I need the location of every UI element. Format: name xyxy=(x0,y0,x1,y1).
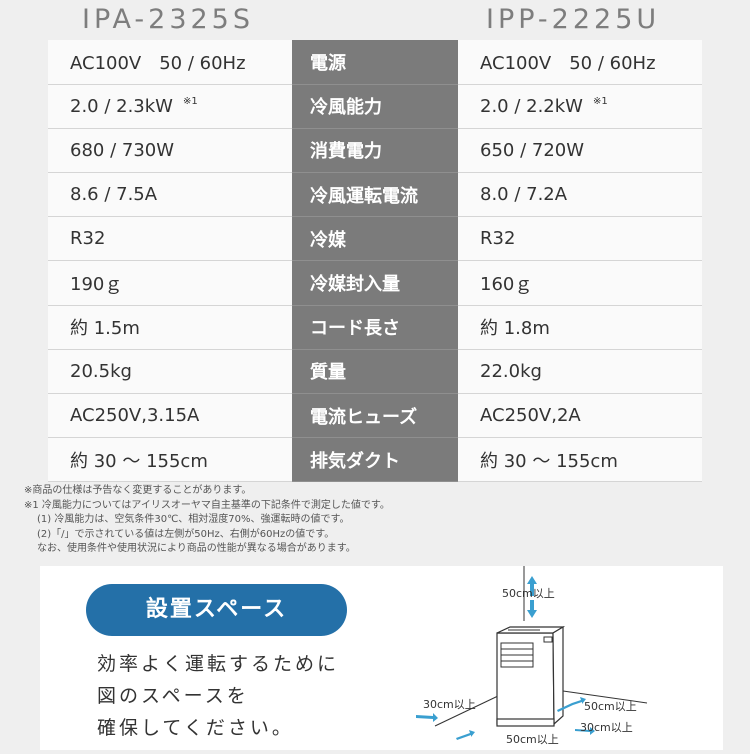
spec-row: AC100V 50 / 60Hz 電源 AC100V 50 / 60Hz xyxy=(48,40,702,85)
cell-text: 電流ヒューズ xyxy=(310,406,418,428)
cell-text: 2.0 / 2.3kW xyxy=(70,95,173,117)
spec-value-right: AC250V,2A xyxy=(458,393,702,439)
cell-text: 8.0 / 7.2A xyxy=(480,184,568,206)
spec-value-left: R32 xyxy=(48,216,292,262)
cell-text: 650 / 720W xyxy=(480,139,585,161)
spec-value-left: 8.6 / 7.5A xyxy=(48,172,292,218)
cell-text: 8.6 / 7.5A xyxy=(70,184,158,206)
spec-value-left: AC100V 50 / 60Hz xyxy=(48,40,292,85)
spec-value-right: 22.0kg xyxy=(458,349,702,395)
cell-text: 冷風運転電流 xyxy=(310,185,418,207)
spec-row: R32 冷媒 R32 xyxy=(48,216,702,262)
spec-value-left: 190ｇ xyxy=(48,260,292,306)
spec-label: 消費電力 xyxy=(292,128,458,174)
spec-label: 冷媒封入量 xyxy=(292,260,458,306)
cell-text: 680 / 730W xyxy=(70,139,175,161)
spec-row: 680 / 730W 消費電力 650 / 720W xyxy=(48,128,702,174)
cell-text: 電源 xyxy=(310,52,346,74)
spec-label: 質量 xyxy=(292,349,458,395)
spec-label: 冷風能力 xyxy=(292,84,458,129)
cell-text: 22.0kg xyxy=(480,360,542,382)
cell-text: 冷媒 xyxy=(310,229,346,251)
cell-text: AC250V,3.15A xyxy=(70,405,200,427)
model-name-left: IPA-2325S xyxy=(82,4,254,35)
cell-text: 冷媒封入量 xyxy=(310,274,400,296)
spec-row: 20.5kg 質量 22.0kg xyxy=(48,349,702,395)
spec-row: 190ｇ 冷媒封入量 160ｇ xyxy=(48,260,702,306)
airflow-arrows xyxy=(416,576,595,740)
cell-text: R32 xyxy=(70,228,106,250)
air-conditioner-illustration xyxy=(416,566,648,740)
cell-text: 冷風能力 xyxy=(310,97,382,119)
spec-value-right: R32 xyxy=(458,216,702,262)
spec-row: 約 30 ～ 155cm 排気ダクト 約 30 ～ 155cm xyxy=(48,437,702,483)
cell-text: AC100V 50 / 60Hz xyxy=(480,52,656,74)
spec-label: 冷媒 xyxy=(292,216,458,262)
clearance-back-label: 50cm以上 xyxy=(584,700,637,713)
cell-text: 2.0 / 2.2kW xyxy=(480,95,583,117)
spec-label: 電源 xyxy=(292,40,458,85)
spec-value-right: 8.0 / 7.2A xyxy=(458,172,702,218)
instruction-line: 確保してください。 xyxy=(97,717,294,739)
instruction-line: 図のスペースを xyxy=(97,685,249,707)
instruction-text: 効率よく運転するために 図のスペースを 確保してください。 xyxy=(97,648,339,744)
spec-row: 約 1.5m コード長さ 約 1.8m xyxy=(48,305,702,350)
clearance-side-label: 30cm以上 xyxy=(580,721,633,734)
spec-value-right: 2.0 / 2.2kW ※1 xyxy=(458,84,702,129)
spec-value-right: 650 / 720W xyxy=(458,128,702,174)
note: (2)「/」で示されている値は左側が50Hz、右側が60Hzの値です。 xyxy=(37,528,335,540)
clearance-top-label: 50cm以上 xyxy=(502,587,555,600)
spec-table: AC100V 50 / 60Hz 電源 AC100V 50 / 60Hz 2.0 / … xyxy=(48,40,702,483)
note: なお、使用条件や使用状況により商品の性能が異なる場合があります。 xyxy=(37,543,356,554)
spec-label: コード長さ xyxy=(292,305,458,350)
footnotes: ※商品の仕様は予告なく変更することがあります。 ※1 冷風能力についてはアイリス… xyxy=(24,484,390,557)
spec-value-left: 約 1.5m xyxy=(48,305,292,350)
cell-text: 質量 xyxy=(310,362,346,384)
instruction-line: 効率よく運転するために xyxy=(97,653,340,675)
cell-text: AC250V,2A xyxy=(480,405,581,427)
note: ※1 冷風能力についてはアイリスオーヤマ自主基準の下記条件で測定した値です。 xyxy=(24,499,390,511)
spec-label: 排気ダクト xyxy=(292,437,458,483)
spec-value-right: 約 1.8m xyxy=(458,305,702,350)
spec-value-left: 2.0 / 2.3kW ※1 xyxy=(48,84,292,129)
spec-row: AC250V,3.15A 電流ヒューズ AC250V,2A xyxy=(48,393,702,439)
spec-label: 電流ヒューズ xyxy=(292,393,458,439)
clearance-front-label: 50cm以上 xyxy=(506,733,559,746)
cell-text: 約 1.5m xyxy=(70,318,140,340)
cell-text: 約 30 ～ 155cm xyxy=(70,450,208,472)
cell-text: 160ｇ xyxy=(480,274,533,296)
cell-text: 約 1.8m xyxy=(480,318,550,340)
spec-value-left: AC250V,3.15A xyxy=(48,393,292,439)
note: (1) 冷風能力は、空気条件30℃、相対湿度70%、強運転時の値です。 xyxy=(37,514,350,525)
cell-text: AC100V 50 / 60Hz xyxy=(70,52,246,74)
spec-row: 2.0 / 2.3kW ※1 冷風能力 2.0 / 2.2kW ※1 xyxy=(48,84,702,129)
cell-text: コード長さ xyxy=(310,318,400,340)
space-diagram: 50cm以上 30cm以上 50cm以上 30cm以上 50cm以上 xyxy=(400,566,723,750)
spec-value-right: 約 30 ～ 155cm xyxy=(458,437,702,483)
note: ※商品の仕様は予告なく変更することがあります。 xyxy=(24,485,252,496)
spec-value-left: 20.5kg xyxy=(48,349,292,395)
spec-label: 冷風運転電流 xyxy=(292,172,458,218)
cell-text: 排気ダクト xyxy=(310,450,400,472)
installation-space-panel: 設置スペース 効率よく運転するために 図のスペースを 確保してください。 50c… xyxy=(40,566,723,750)
spec-value-right: 160ｇ xyxy=(458,260,702,306)
clearance-left-label: 30cm以上 xyxy=(423,698,476,711)
spec-value-right: AC100V 50 / 60Hz xyxy=(458,40,702,85)
footnote-marker: ※1 xyxy=(182,95,198,107)
cell-text: 190ｇ xyxy=(70,274,123,296)
spec-value-left: 680 / 730W xyxy=(48,128,292,174)
cell-text: R32 xyxy=(480,228,516,250)
footnote-marker: ※1 xyxy=(592,95,608,107)
cell-text: 約 30 ～ 155cm xyxy=(480,450,618,472)
model-name-right: IPP-2225U xyxy=(486,4,661,35)
section-title-badge: 設置スペース xyxy=(86,584,347,636)
cell-text: 20.5kg xyxy=(70,360,132,382)
spec-value-left: 約 30 ～ 155cm xyxy=(48,437,292,483)
cell-text: 消費電力 xyxy=(310,141,382,163)
spec-row: 8.6 / 7.5A 冷風運転電流 8.0 / 7.2A xyxy=(48,172,702,218)
